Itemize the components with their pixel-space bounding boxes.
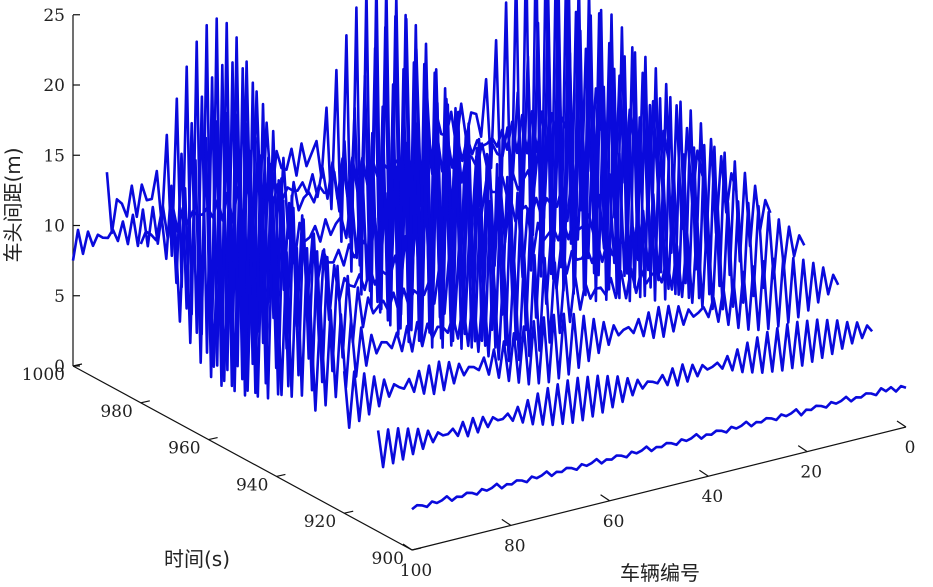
x-axis-ticks: 0 20 40 60 80 100 — [400, 420, 916, 581]
z-tick-label: 0 — [54, 357, 65, 377]
x-tick-mark — [797, 445, 808, 453]
axes — [72, 15, 907, 551]
y-axis-ticks: 900 920 940 960 980 1000 — [22, 363, 422, 569]
x-tick-label: 20 — [800, 463, 822, 483]
series-line-t920 — [342, 256, 840, 430]
y-tick-mark — [208, 437, 218, 441]
y-axis-line — [72, 365, 413, 551]
z-axis-ticks: 0 5 10 15 20 25 — [43, 6, 80, 377]
y-tick-label: 1000 — [22, 365, 65, 385]
x-axis-label: 车辆编号 — [620, 561, 700, 585]
y-tick-mark — [344, 510, 354, 514]
x-tick-mark — [402, 543, 413, 551]
x-tick-label: 0 — [905, 438, 916, 458]
x-tick-label: 100 — [400, 561, 432, 581]
series-line-t900 — [411, 384, 907, 511]
x-tick-label: 40 — [702, 487, 724, 507]
x-tick-mark — [699, 469, 709, 477]
x-tick-mark — [501, 518, 512, 526]
y-tick-mark — [140, 400, 150, 404]
y-tick-mark — [411, 547, 422, 551]
z-tick-label: 10 — [43, 217, 65, 237]
x-tick-mark — [896, 420, 907, 428]
series-line-t910 — [376, 318, 874, 469]
z-tick-label: 25 — [43, 6, 65, 26]
y-tick-mark — [276, 473, 286, 477]
x-tick-label: 60 — [603, 512, 625, 532]
x-tick-mark — [600, 494, 610, 502]
z-axis-label: 车头间距(m) — [1, 147, 25, 262]
y-tick-label: 900 — [372, 549, 404, 569]
x-axis-line — [411, 426, 907, 551]
y-axis-label: 时间(s) — [164, 547, 230, 571]
series-lines — [71, 0, 907, 511]
z-tick-label: 15 — [43, 146, 65, 166]
y-tick-mark — [72, 363, 83, 367]
z-tick-label: 20 — [43, 76, 65, 96]
series-line-t1000 — [71, 109, 569, 261]
y-tick-label: 940 — [236, 475, 268, 495]
y-tick-label: 980 — [100, 402, 132, 422]
x-tick-label: 80 — [504, 536, 526, 556]
z-tick-label: 5 — [54, 287, 65, 307]
y-tick-label: 960 — [168, 439, 200, 459]
y-tick-label: 920 — [304, 512, 336, 532]
